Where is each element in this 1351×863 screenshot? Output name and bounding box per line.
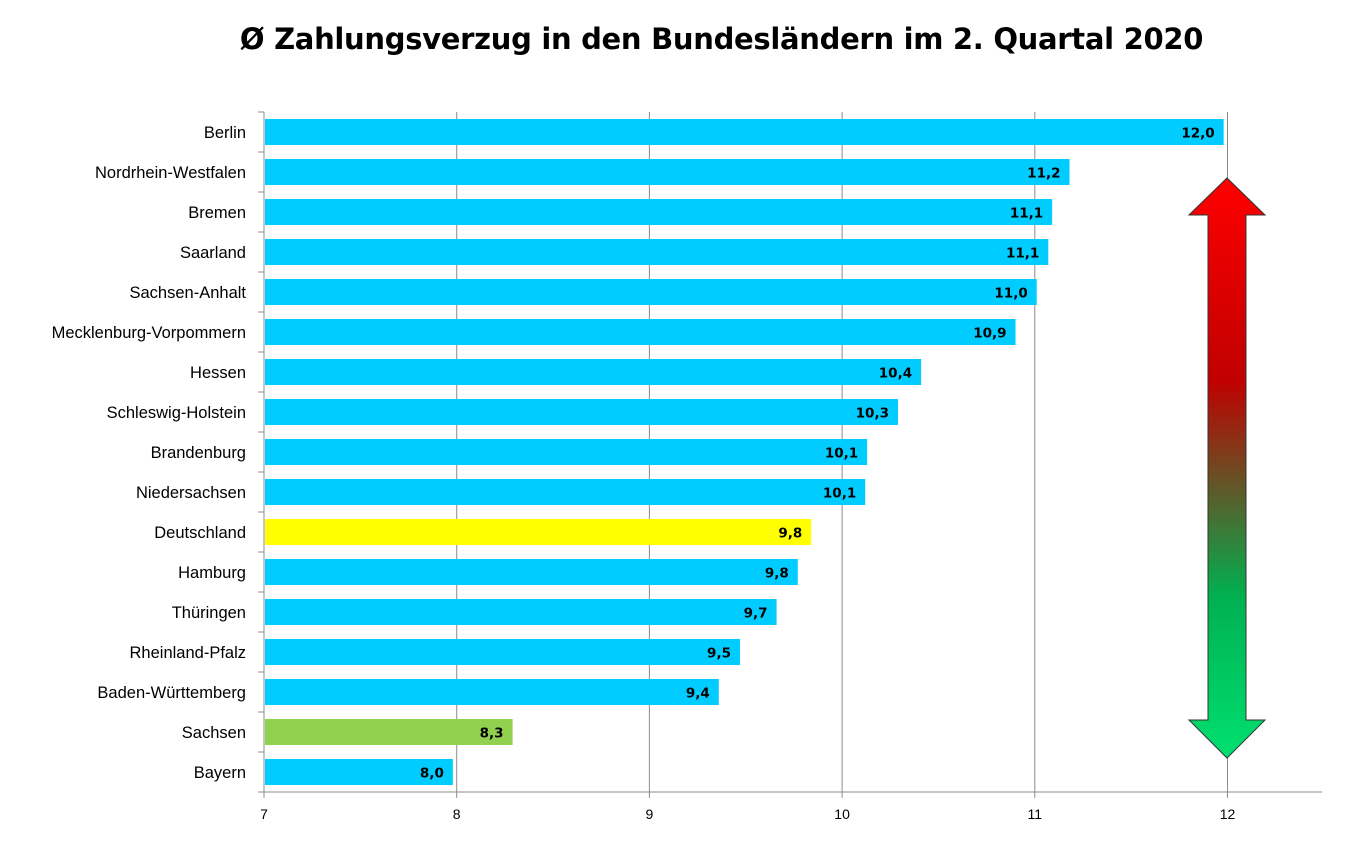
bar [265,319,1016,345]
value-label: 11,1 [1010,206,1043,222]
bar [265,599,777,625]
x-tick-label: 9 [646,806,654,822]
category-label: Hessen [190,364,246,382]
bar [265,159,1070,185]
bar [265,719,513,745]
category-label: Bayern [194,764,246,782]
bars [265,119,1224,785]
value-label: 11,2 [1027,166,1060,182]
double-arrow-icon [1187,177,1267,759]
bar [265,639,740,665]
bar [265,279,1037,305]
x-tick-label: 8 [453,806,461,822]
value-label: 9,5 [707,646,731,662]
category-label: Bremen [188,204,246,222]
category-label: Deutschland [154,524,246,542]
value-label: 10,3 [856,406,889,422]
bar [265,559,798,585]
category-label: Rheinland-Pfalz [130,644,246,662]
bar [265,199,1053,225]
category-label: Berlin [204,124,246,142]
category-label: Sachsen [182,724,246,742]
bar [265,439,868,465]
axes [258,111,1322,798]
category-label: Niedersachsen [136,484,246,502]
bar [265,759,453,785]
value-label: 11,1 [1006,246,1039,262]
value-label: 9,8 [778,526,802,542]
value-label: 9,7 [744,606,768,622]
value-label: 11,0 [994,286,1027,302]
category-label: Saarland [180,244,246,262]
bar [265,239,1049,265]
value-label: 9,8 [765,566,789,582]
value-label: 8,3 [480,726,504,742]
bar [265,119,1224,145]
bar [265,679,719,705]
x-tick-label: 11 [1028,806,1043,822]
category-labels: Berlin Nordrhein-Westfalen Bremen Saarland S… [52,124,247,782]
value-label: 10,4 [879,366,912,382]
value-label: 9,4 [686,686,710,702]
category-label: Schleswig-Holstein [107,404,246,422]
category-label: Thüringen [172,604,246,622]
bar [265,479,866,505]
value-labels: 12,0 11,2 11,1 11,1 11,0 10,9 10,4 10,3 10,1 10,1… [420,126,1215,782]
value-label: 8,0 [420,766,444,782]
bar [265,359,922,385]
x-tick-label: 7 [260,806,268,822]
category-label: Hamburg [178,564,246,582]
x-tick-label: 12 [1220,806,1236,822]
chart-title: Ø Zahlungsverzug in den Bundesländern im… [239,22,1204,56]
category-label: Mecklenburg-Vorpommern [52,324,246,342]
category-label: Nordrhein-Westfalen [95,164,246,182]
category-label: Sachsen-Anhalt [130,284,247,302]
value-label: 10,1 [823,486,856,502]
category-label: Brandenburg [151,444,246,462]
value-label: 12,0 [1181,126,1214,142]
bar [265,519,812,545]
value-label: 10,1 [825,446,858,462]
value-label: 10,9 [973,326,1006,342]
bar [265,399,898,425]
x-tick-label: 10 [834,806,850,822]
x-tick-labels: 7 8 9 10 11 12 [260,806,1235,822]
category-label: Baden-Württemberg [97,684,246,702]
